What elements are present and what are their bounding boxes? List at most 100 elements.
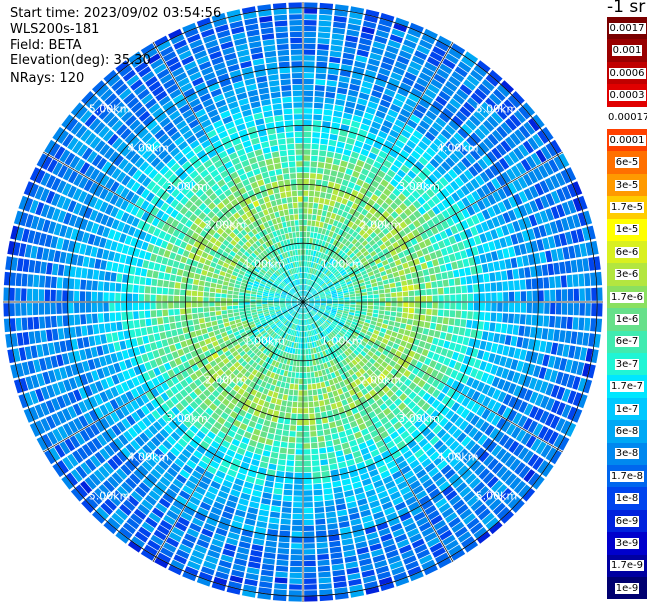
range-gate-cell <box>505 118 517 131</box>
range-gate-cell <box>341 538 354 546</box>
range-gate-cell <box>126 302 133 311</box>
range-gate-cell <box>418 355 426 363</box>
range-gate-cell <box>334 4 349 11</box>
range-gate-cell <box>428 267 435 275</box>
range-gate-cell <box>317 312 322 317</box>
range-gate-cell <box>438 112 451 123</box>
range-gate-cell <box>121 302 127 311</box>
range-gate-cell <box>312 290 317 295</box>
range-gate-cell <box>502 281 509 291</box>
range-gate-cell <box>288 590 302 596</box>
range-gate-cell <box>433 154 444 164</box>
range-gate-cell <box>578 195 588 210</box>
range-gate-cell <box>361 388 369 396</box>
range-gate-cell <box>385 306 391 311</box>
range-gate-cell <box>526 302 532 314</box>
range-gate-cell <box>354 456 364 464</box>
range-gate-cell <box>399 50 412 60</box>
range-gate-cell <box>567 288 574 301</box>
range-gate-cell <box>303 290 305 296</box>
range-gate-cell <box>280 518 291 525</box>
range-gate-cell <box>341 442 350 450</box>
range-gate-cell <box>367 257 374 264</box>
range-gate-cell <box>370 194 379 202</box>
range-gate-cell <box>472 162 483 174</box>
range-gate-cell <box>503 154 515 167</box>
range-gate-cell <box>474 464 486 476</box>
range-gate-cell <box>572 274 579 287</box>
range-gate-cell <box>456 302 462 310</box>
range-gate-cell <box>327 318 333 323</box>
range-gate-cell <box>309 300 315 302</box>
range-gate-cell <box>376 335 384 342</box>
range-gate-cell <box>420 182 429 192</box>
range-gate-cell <box>244 302 250 305</box>
range-gate-cell <box>462 258 470 267</box>
range-gate-cell <box>480 221 490 232</box>
range-gate-cell <box>381 275 388 281</box>
range-gate-cell <box>473 284 479 293</box>
range-gate-cell <box>435 476 447 487</box>
range-gate-cell <box>303 261 305 267</box>
range-gate-cell <box>309 311 314 317</box>
range-gate-cell <box>467 311 473 320</box>
range-gate-cell <box>303 84 314 91</box>
range-gate-cell <box>416 186 425 196</box>
range-gate-cell <box>396 440 406 450</box>
range-gate-cell <box>357 353 364 360</box>
range-gate-cell <box>399 512 412 522</box>
range-gate-cell <box>464 228 473 238</box>
range-gate-cell <box>150 294 156 302</box>
range-gate-cell <box>279 530 291 537</box>
range-gate-cell <box>573 303 580 316</box>
range-gate-cell <box>397 507 409 517</box>
range-gate-cell <box>430 78 443 90</box>
range-gate-cell <box>348 314 354 318</box>
range-gate-cell <box>503 437 515 450</box>
range-gate-cell <box>448 473 460 484</box>
range-gate-cell <box>314 244 318 251</box>
range-gate-cell <box>312 309 317 314</box>
range-gate-cell <box>347 132 357 140</box>
range-gate-cell <box>489 498 502 511</box>
range-gate-cell <box>466 388 476 399</box>
range-gate-cell <box>476 212 485 223</box>
range-gate-cell <box>362 337 369 344</box>
range-gate-cell <box>461 436 472 447</box>
range-gate-cell <box>314 304 320 307</box>
range-gate-cell <box>537 130 549 144</box>
range-gate-cell <box>364 14 378 23</box>
range-gate-cell <box>417 196 426 206</box>
range-gate-cell <box>399 82 412 92</box>
range-gate-cell <box>325 229 330 236</box>
range-gate-cell <box>329 463 338 470</box>
range-gate-cell <box>324 349 330 356</box>
range-gate-cell <box>429 51 443 62</box>
range-gate-cell <box>330 331 336 337</box>
range-gate-cell <box>305 285 308 291</box>
range-gate-cell <box>303 384 308 390</box>
range-gate-cell <box>289 578 302 584</box>
range-gate-cell <box>332 296 338 299</box>
range-gate-cell <box>522 140 534 154</box>
range-gate-cell <box>485 494 498 507</box>
range-gate-cell <box>421 136 432 146</box>
range-gate-cell <box>363 162 372 171</box>
range-gate-cell <box>332 188 339 196</box>
range-gate-cell <box>460 276 467 285</box>
range-gate-cell <box>427 245 435 253</box>
range-gate-cell <box>416 125 427 135</box>
range-gate-cell <box>145 277 152 286</box>
range-gate-cell <box>527 254 535 266</box>
range-gate-cell <box>420 262 428 270</box>
range-gate-cell <box>323 276 328 281</box>
range-gate-cell <box>437 133 448 144</box>
range-gate-cell <box>343 218 350 226</box>
range-gate-cell <box>452 428 463 439</box>
range-gate-cell <box>310 250 314 256</box>
range-gate-cell <box>303 349 306 355</box>
range-gate-cell <box>15 288 21 301</box>
range-gate-cell <box>362 143 372 151</box>
range-gate-cell <box>317 288 323 293</box>
range-gate-cell <box>303 355 306 361</box>
